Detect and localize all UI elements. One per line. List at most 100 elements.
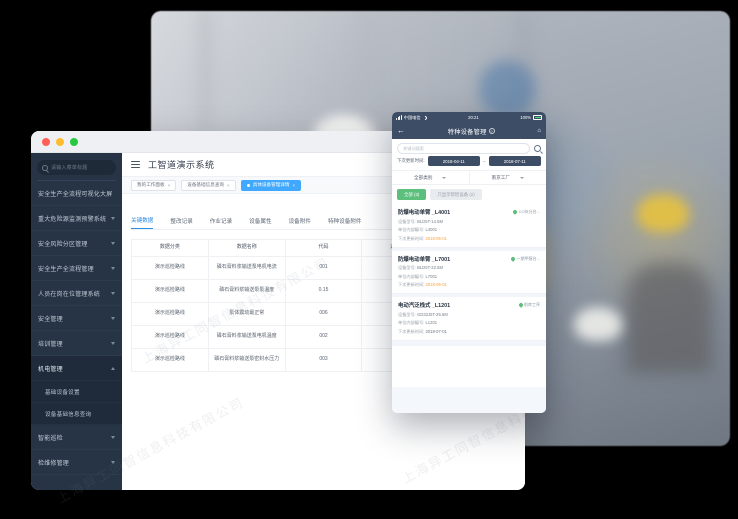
location-pin-icon [511,255,516,262]
equipment-name: 防爆电动单臂 _L4001 [398,210,451,216]
cell-code: 003 [284,347,363,372]
phone-search-placeholder: 关键词搜索 [403,145,424,151]
content-tabs: 关键数据 整改记录 作业记录 设备属性 设备附件 特种设备附件 [131,208,516,230]
next-update-label: 下次更新时间: [398,282,425,287]
search-icon [42,164,48,171]
photo-valve-wheel [481,63,534,116]
next-update-value: 2018-07-01 [425,328,447,334]
sidebar-item-basic-equipment-settings[interactable]: 基础设备设置 [31,381,122,403]
tab-rectify-records[interactable]: 整改记录 [170,219,193,225]
sidebar-item-label: 安全管理 [38,316,63,323]
equipment-list: 防爆电动单臂 _L4001 CO灰分台... 设备型号: BLD5T-14.5M… [392,204,546,346]
cell-name: 磷石膏料浆输送泵泵温度 [207,278,286,303]
sidebar-item-label: 安全风险分区管理 [38,241,88,248]
tab-work-records[interactable]: 作业记录 [209,219,233,225]
question-mark-icon[interactable]: ? [488,128,495,134]
sidebar-item-smart-inspection[interactable]: 智能巡检 [31,425,122,450]
sidebar-item-label: 机电管理 [38,366,63,373]
tab-my-workbench[interactable]: 我的工作面板 × [131,179,177,191]
phone-status-bar: 中国电信 20:21 100% [392,112,546,123]
sidebar-search-input[interactable]: 请输入菜单标题 [37,160,116,175]
sidebar: 请输入菜单标题 安全生产全流程可视化大屏 重大危险源监测预警系统 安全风险分区管… [31,153,122,490]
close-icon[interactable]: × [227,182,230,188]
equipment-location: 前库工序 [524,302,540,307]
filter-all-button[interactable]: 全部 (3) [397,189,427,200]
cell-category: 演示巡检路线 [131,301,209,326]
sidebar-item-risk-zone[interactable]: 安全风险分区管理 [31,231,122,256]
tab-equipment-detail[interactable]: 具体设备管理详情 × [240,179,302,191]
code-label: 单位内部编号: [398,273,425,279]
cell-name: 磷石膏料浆输送泵电机电流 [207,255,286,280]
factory-select-value: 南京工厂 [491,174,510,180]
equipment-name: 电动汽泛栈式 _L1201 [398,303,451,309]
sidebar-group-electromechanical: 机电管理 基础设备设置 设备基础信息查询 [31,356,122,425]
code-label: 单位内部编号: [398,227,425,232]
close-icon[interactable]: × [292,182,296,188]
model-label: 设备型号: [398,265,416,270]
cell-code: 006 [284,301,363,326]
tab-label: 我的工作面板 [137,182,165,187]
phone-search-row: 关键词搜索 [392,139,546,156]
mobile-app-overlay: 中国电信 20:21 100% ← 特种设备管理 ? ⌂ 关键词搜索 下次 [392,112,546,413]
cell-name: 泵体震动最正常 [207,301,286,326]
next-update-label: 下次更新时间: [398,235,425,241]
hamburger-icon[interactable] [131,160,140,169]
factory-select[interactable]: 南京工厂 [468,171,547,184]
column-header-name: 数据名称 [207,239,286,257]
close-icon[interactable]: × [167,182,171,188]
sidebar-item-label: 设备基础信息查询 [45,411,92,418]
tab-equipment-query[interactable]: 设备基础信息查询 × [181,179,236,191]
list-item[interactable]: 电动汽泛栈式 _L1201 前库工序 设备型号: GD32J5T-25.5M 单… [392,297,546,341]
cell-category: 演示巡检路线 [131,255,209,280]
date-separator: ~ [483,158,486,164]
date-from-button[interactable]: 2018-04-11 [427,156,480,166]
chevron-down-icon [111,460,115,464]
phone-search-input[interactable]: 关键词搜索 [397,143,530,154]
battery-icon [533,115,542,120]
date-to-button[interactable]: 2018-07-11 [488,156,541,166]
home-icon[interactable]: ⌂ [537,128,541,134]
wifi-icon [421,114,428,121]
sidebar-item-safety-mgmt[interactable]: 安全管理 [31,306,122,331]
chevron-down-icon [111,216,115,220]
list-item[interactable]: 防爆电动单臂 _L7001 一期甲醇台... 设备型号: BLD5T-22.5M… [392,250,546,294]
sidebar-item-hazard-monitor[interactable]: 重大危险源监测预警系统 [31,206,122,231]
model-label: 设备型号: [398,311,416,317]
chevron-down-icon [442,176,447,179]
cell-category: 演示巡检路线 [131,347,209,372]
sidebar-item-process-mgmt[interactable]: 安全生产全流程管理 [31,256,122,281]
close-button[interactable] [42,137,50,146]
sidebar-item-equipment-info-query[interactable]: 设备基础信息查询 [31,403,122,425]
code-value: L4001 [425,227,438,232]
filter-inspect-button[interactable]: 只显示帮检设备 (2) [430,189,482,200]
sidebar-item-electromechanical[interactable]: 机电管理 [31,356,122,381]
active-dot-icon [246,183,250,187]
sidebar-item-maintenance[interactable]: 检维修管理 [31,450,122,475]
sidebar-item-visual-board[interactable]: 安全生产全流程可视化大屏 [31,181,122,206]
back-arrow-icon[interactable]: ← [397,126,405,135]
battery-percent-label: 100% [520,115,531,120]
list-item[interactable]: 防爆电动单臂 _L4001 CO灰分台... 设备型号: BLD5T-14.5M… [392,204,546,248]
clock-label: 20:21 [468,115,479,120]
phone-page-title: 特种设备管理 [447,128,487,136]
cell-category: 演示巡检路线 [131,278,209,303]
tab-key-data[interactable]: 关键数据 [131,216,154,229]
minimize-button[interactable] [56,137,64,146]
sidebar-item-label: 人员在岗在位管理系统 [38,291,101,298]
tab-label: 具体设备管理详情 [252,182,290,187]
date-filter-label: 下次更新时间: [397,158,425,163]
next-update-value: 2018-05-01 [425,235,447,241]
sidebar-item-personnel[interactable]: 人员在岗在位管理系统 [31,281,122,306]
tab-equipment-files[interactable]: 设备附件 [288,219,311,225]
maximize-button[interactable] [70,137,78,146]
sidebar-item-training[interactable]: 培训管理 [31,331,122,356]
chevron-down-icon [111,316,115,320]
model-value: BLD5T-22.5M [417,265,443,270]
tab-special-files[interactable]: 特种设备附件 [327,219,362,225]
chevron-down-icon [111,241,115,245]
search-icon[interactable] [534,145,541,152]
category-select[interactable]: 全部类别 [392,171,469,184]
code-label: 单位内部编号: [398,320,425,325]
tab-equipment-attrs[interactable]: 设备属性 [249,219,272,225]
